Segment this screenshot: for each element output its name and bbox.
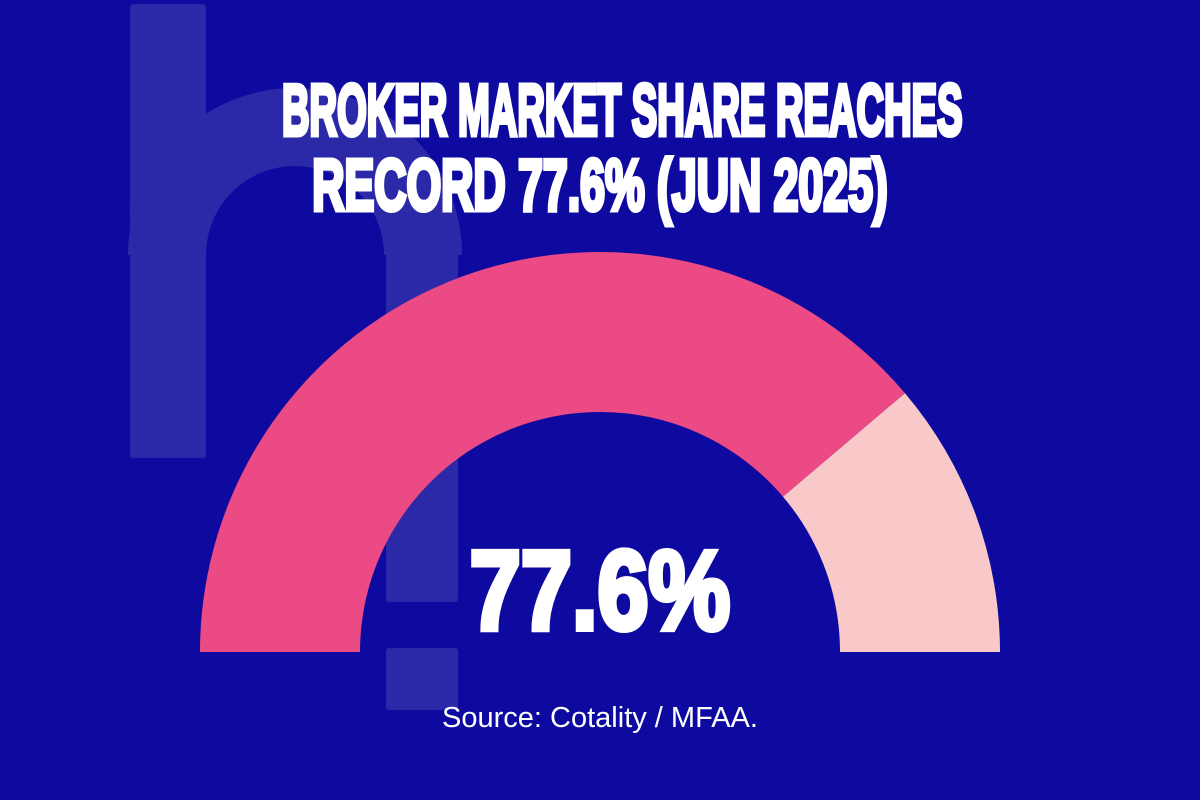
chart-title-line-1: BROKER MARKET SHARE REACHES (281, 71, 964, 151)
watermark-h-arch (128, 88, 462, 255)
gauge-remainder-arc (783, 393, 1000, 652)
chart-title-line-2: RECORD 77.6% (JUN 2025) (311, 146, 890, 226)
gauge-value-label: 77.6% (467, 528, 732, 653)
source-attribution: Source: Cotality / MFAA. (442, 702, 758, 734)
watermark-h-dot (386, 648, 458, 710)
gauge-filled-arc (199, 251, 905, 652)
chart-title: BROKER MARKET SHARE REACHES RECORD 77.6%… (0, 71, 1200, 226)
